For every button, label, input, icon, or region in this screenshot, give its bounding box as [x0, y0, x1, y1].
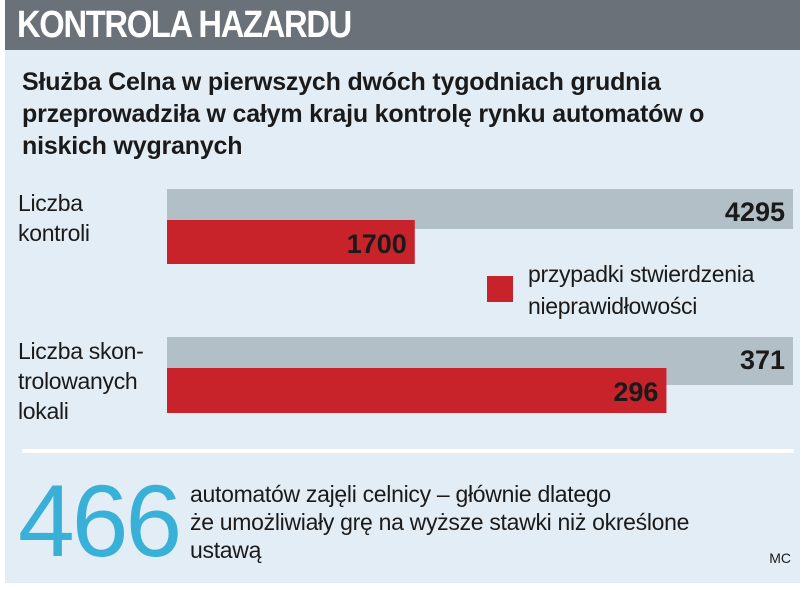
- legend-label: przypadki stwierdzenia nieprawidłowości: [528, 258, 798, 322]
- header-bar: KONTROLA HAZARDU: [5, 0, 800, 50]
- infographic-panel: [5, 0, 800, 583]
- divider: [22, 449, 794, 453]
- bar-total-label-0: 4295: [725, 197, 785, 227]
- category-label-line: kontroli: [18, 220, 90, 246]
- chart-subtitle: Służba Celna w pierwszych dwóch tygodnia…: [22, 68, 705, 160]
- bar-irregular-1: [167, 368, 667, 413]
- category-label-lokali: Liczba skon- trolowanych lokali: [18, 336, 144, 426]
- bar-irregular-0: [167, 220, 415, 264]
- category-label-line: trolowanych: [18, 368, 138, 394]
- category-label-line: lokali: [18, 398, 69, 424]
- bar-irregular-label-1: 296: [613, 377, 658, 407]
- bar-irregular-label-0: 1700: [347, 229, 407, 259]
- category-label-kontroli: Liczba kontroli: [18, 188, 90, 248]
- legend-label-line: nieprawidłowości: [528, 293, 698, 319]
- category-label-line: Liczba: [18, 190, 83, 216]
- page-title: KONTROLA HAZARDU: [17, 4, 352, 46]
- bar-total-label-1: 371: [740, 345, 785, 375]
- category-label-line: Liczba skon-: [18, 338, 144, 364]
- highlight-number: 466: [18, 464, 182, 578]
- highlight-text-line: automatów zajęli celnicy – głównie dlate…: [190, 481, 611, 507]
- author-credit: MC: [769, 550, 791, 566]
- legend-swatch: [487, 276, 513, 302]
- highlight-text-line: ustawą: [190, 537, 262, 563]
- legend-label-line: przypadki stwierdzenia: [528, 261, 755, 287]
- highlight-text: automatów zajęli celnicy – głównie dlate…: [190, 480, 770, 564]
- highlight-text-line: że umożliwiały grę na wyższe stawki niż …: [190, 509, 690, 535]
